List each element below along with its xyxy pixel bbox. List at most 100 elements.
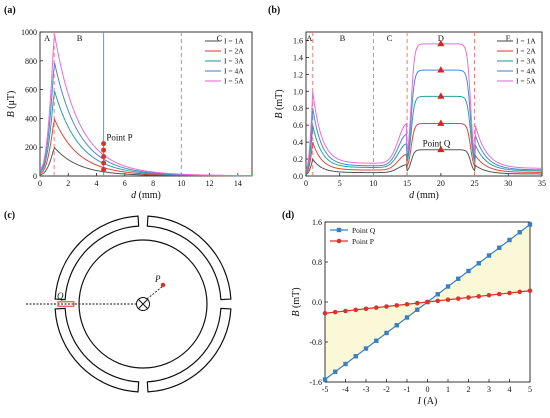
data-point xyxy=(322,310,328,316)
legend-label: I = 1A xyxy=(224,37,244,46)
panel-d-chart: (d) -5 -4 -3 -2 -1 0 1 2 3 4 5 -1.6 -0.8 0.0 0.8 1.6 I (A… xyxy=(282,210,533,407)
x-tick-label: 5 xyxy=(528,385,532,394)
x-tick-label: 6 xyxy=(123,179,127,188)
y-tick-label: 600 xyxy=(25,86,37,95)
data-point xyxy=(507,237,512,243)
y-tick-label: 1.2 xyxy=(293,70,303,79)
data-point xyxy=(476,261,481,266)
x-tick-label: 25 xyxy=(471,179,479,188)
legend-label: I = 4A xyxy=(224,67,244,76)
data-point xyxy=(435,298,441,304)
x-tick-label: 4 xyxy=(95,179,99,188)
series-line xyxy=(305,122,543,174)
data-point xyxy=(373,305,379,310)
y-tick-label: 400 xyxy=(25,114,37,123)
data-point xyxy=(363,346,369,351)
y-tick-label: -0.8 xyxy=(309,338,322,347)
panel-label: (d) xyxy=(282,210,294,221)
data-point xyxy=(445,284,451,289)
data-point xyxy=(486,292,492,298)
x-tick-label: 35 xyxy=(538,179,546,188)
data-point xyxy=(384,330,389,336)
panel-label: (c) xyxy=(4,210,15,221)
data-point xyxy=(486,253,492,258)
series-line xyxy=(305,69,543,172)
data-point xyxy=(456,276,461,281)
point-q-marker xyxy=(437,92,445,99)
point-p-marker xyxy=(101,141,107,147)
legend-label: I = 3A xyxy=(224,57,244,66)
data-point xyxy=(363,306,369,312)
data-point xyxy=(527,222,533,227)
y-tick-label: 0.8 xyxy=(293,104,303,113)
y-tick-label: 0 xyxy=(33,172,37,181)
y-axis-label: B (mT) xyxy=(291,287,302,316)
legend-label: I = 5A xyxy=(516,77,536,86)
series-line xyxy=(305,149,542,175)
y-tick-label: 1.6 xyxy=(293,36,303,45)
x-tick-label: 2 xyxy=(66,179,70,188)
annotation-label: Point Q xyxy=(423,138,451,148)
x-tick-label: 4 xyxy=(508,385,512,394)
panel-c-diagram: (c) Q P xyxy=(4,210,232,393)
series-line xyxy=(39,34,253,177)
point-q-marker xyxy=(437,119,445,126)
legend-marker xyxy=(336,227,342,233)
series-line xyxy=(305,43,543,170)
panel-b-chart: (b) 0 5 10 15 20 25 30 35 0.0 0.2 0.4 0.6 0.8 1.0 1.2 1.… xyxy=(268,5,546,201)
x-tick-label: 0 xyxy=(38,179,42,188)
data-point xyxy=(466,268,471,274)
region-label: A xyxy=(44,33,51,43)
y-tick-label: 0.0 xyxy=(293,172,303,181)
x-tick-label: 0 xyxy=(426,385,430,394)
x-tick-label: 1 xyxy=(446,385,450,394)
x-tick-label: 10 xyxy=(369,179,377,188)
x-tick-label: 8 xyxy=(151,179,155,188)
x-tick-label: 5 xyxy=(338,179,342,188)
outer-ring-segment xyxy=(54,215,140,301)
data-point xyxy=(496,291,502,297)
point-p-marker xyxy=(101,147,107,153)
point-p-marker xyxy=(101,154,107,160)
legend-label: I = 2A xyxy=(224,47,244,56)
data-point xyxy=(353,307,359,313)
legend-label: I = 5A xyxy=(224,77,244,86)
point-q-marker xyxy=(437,39,445,47)
data-point xyxy=(404,301,410,307)
x-tick-label: 3 xyxy=(487,385,491,394)
data-point xyxy=(374,338,379,343)
data-point xyxy=(333,369,338,374)
plot-frame xyxy=(305,31,543,177)
y-tick-label: 0.6 xyxy=(293,121,303,130)
point-q-marker xyxy=(437,66,445,73)
region-label: B xyxy=(77,33,83,43)
x-tick-label: 0 xyxy=(304,179,308,188)
panel-a-chart: (a) 0 2 4 6 8 10 12 14 0 200 400 600 800 1000 d (mm) B (… xyxy=(4,5,253,201)
y-tick-label: 1.0 xyxy=(293,87,303,96)
legend-label: Point P xyxy=(352,237,374,246)
data-point xyxy=(343,308,348,314)
legend-marker xyxy=(336,238,342,244)
x-tick-label: -3 xyxy=(363,385,370,394)
data-point xyxy=(476,294,482,299)
wire-cross xyxy=(138,299,148,309)
data-point xyxy=(414,300,420,306)
data-point xyxy=(435,292,440,297)
point-q-marker xyxy=(437,145,445,153)
annotation-label: Point P xyxy=(106,133,132,143)
legend-label: Point Q xyxy=(352,226,376,235)
x-axis-label: d (mm) xyxy=(131,190,161,201)
y-tick-label: -1.6 xyxy=(309,378,322,387)
region-label: D xyxy=(438,33,444,43)
x-tick-label: -1 xyxy=(404,385,411,394)
y-tick-label: 0.8 xyxy=(312,258,322,267)
x-axis-label: d (mm) xyxy=(409,190,439,201)
region-label: C xyxy=(387,33,393,43)
data-point xyxy=(517,289,523,295)
series-line xyxy=(305,95,543,173)
data-point xyxy=(455,296,461,301)
point-p-label: P xyxy=(154,274,161,284)
legend-label: I = 2A xyxy=(516,47,536,56)
x-tick-label: 14 xyxy=(234,179,242,188)
